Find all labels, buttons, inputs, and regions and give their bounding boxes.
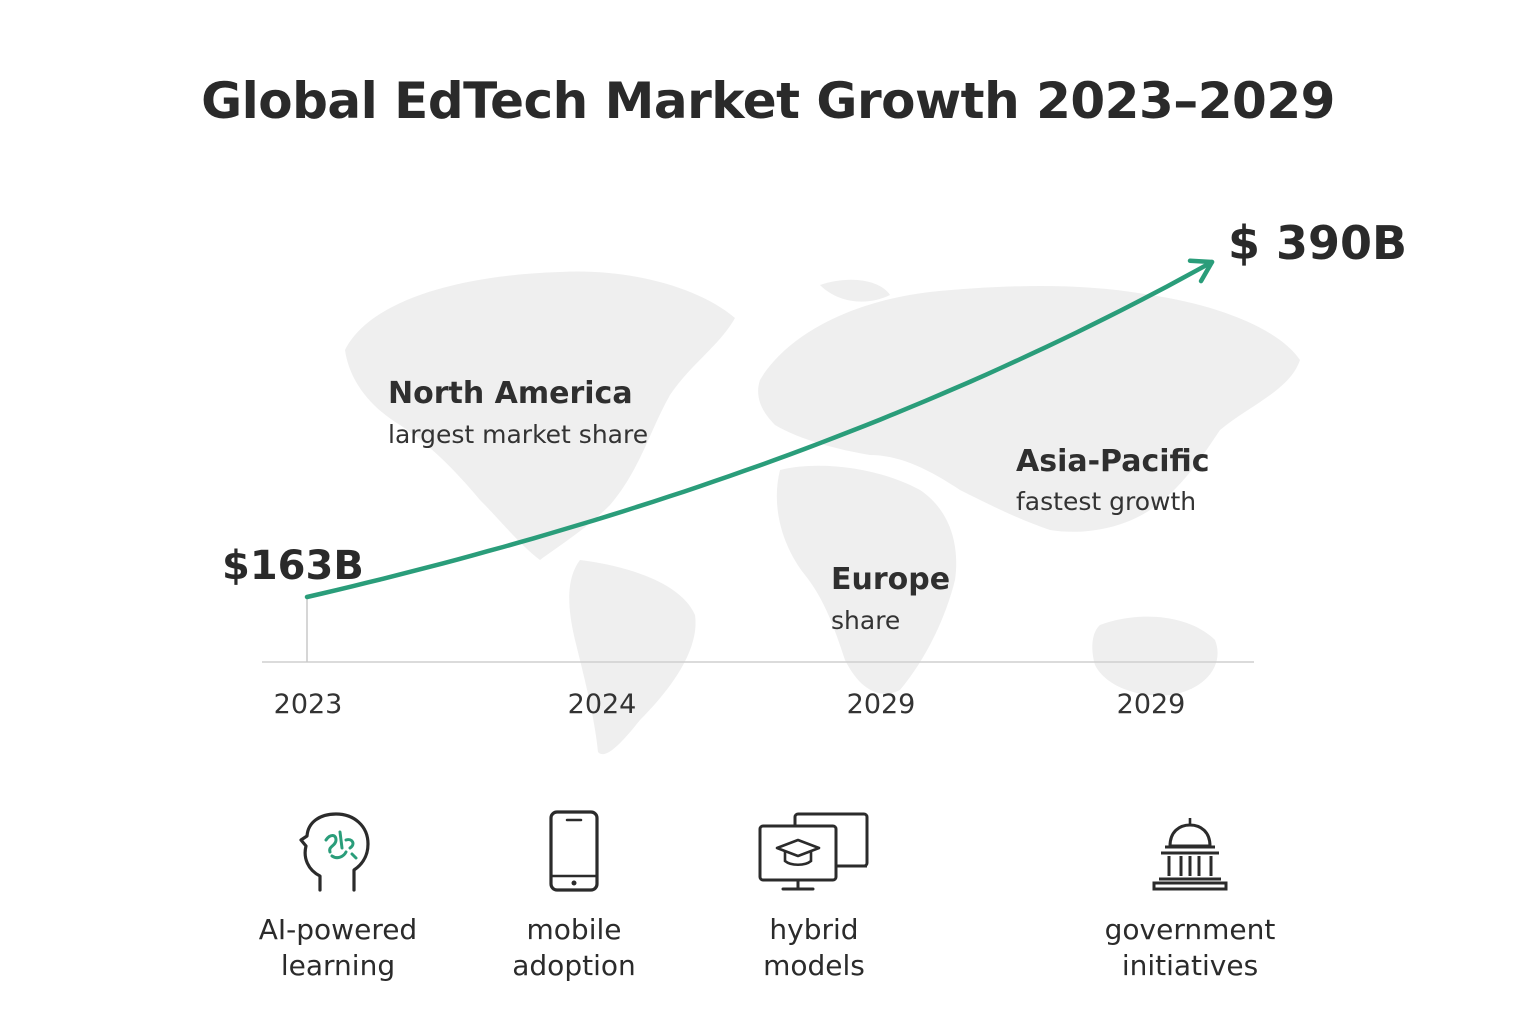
government-building-icon [1152, 818, 1228, 891]
hybrid-screens-icon [758, 812, 869, 891]
region-name-asia-pacific: Asia-Pacific [1016, 444, 1210, 479]
driver-label: government initiatives [1104, 913, 1276, 982]
smartphone-icon [549, 810, 599, 892]
driver-label: AI-powered learning [258, 913, 418, 982]
driver-ai-powered-learning: AI-powered learning [218, 800, 458, 984]
region-note-asia-pacific: fastest growth [1016, 487, 1196, 516]
driver-hybrid-models: hybrid models [694, 800, 934, 984]
series-arrowhead [1187, 258, 1215, 284]
driver-mobile-adoption: mobile adoption [454, 800, 694, 984]
region-note-north-america: largest market share [388, 420, 648, 449]
chart-title: Global EdTech Market Growth 2023–2029 [201, 72, 1335, 130]
x-tick-label: 2029 [1117, 689, 1186, 720]
ai-head-icon [299, 812, 370, 892]
driver-label: hybrid models [763, 913, 865, 982]
driver-government-initiatives: government initiatives [1070, 800, 1310, 984]
region-name-europe: Europe [831, 562, 950, 597]
x-tick-label: 2024 [568, 689, 637, 720]
driver-label: mobile adoption [512, 913, 636, 982]
region-name-north-america: North America [388, 376, 633, 411]
start-value-label: $163B [222, 543, 364, 589]
end-value-label: $ 390B [1228, 216, 1407, 270]
world-map-background [345, 271, 1300, 755]
region-note-europe: share [831, 606, 900, 635]
x-tick-label: 2023 [274, 689, 343, 720]
series-line [304, 259, 1215, 600]
x-tick-label: 2029 [847, 689, 916, 720]
